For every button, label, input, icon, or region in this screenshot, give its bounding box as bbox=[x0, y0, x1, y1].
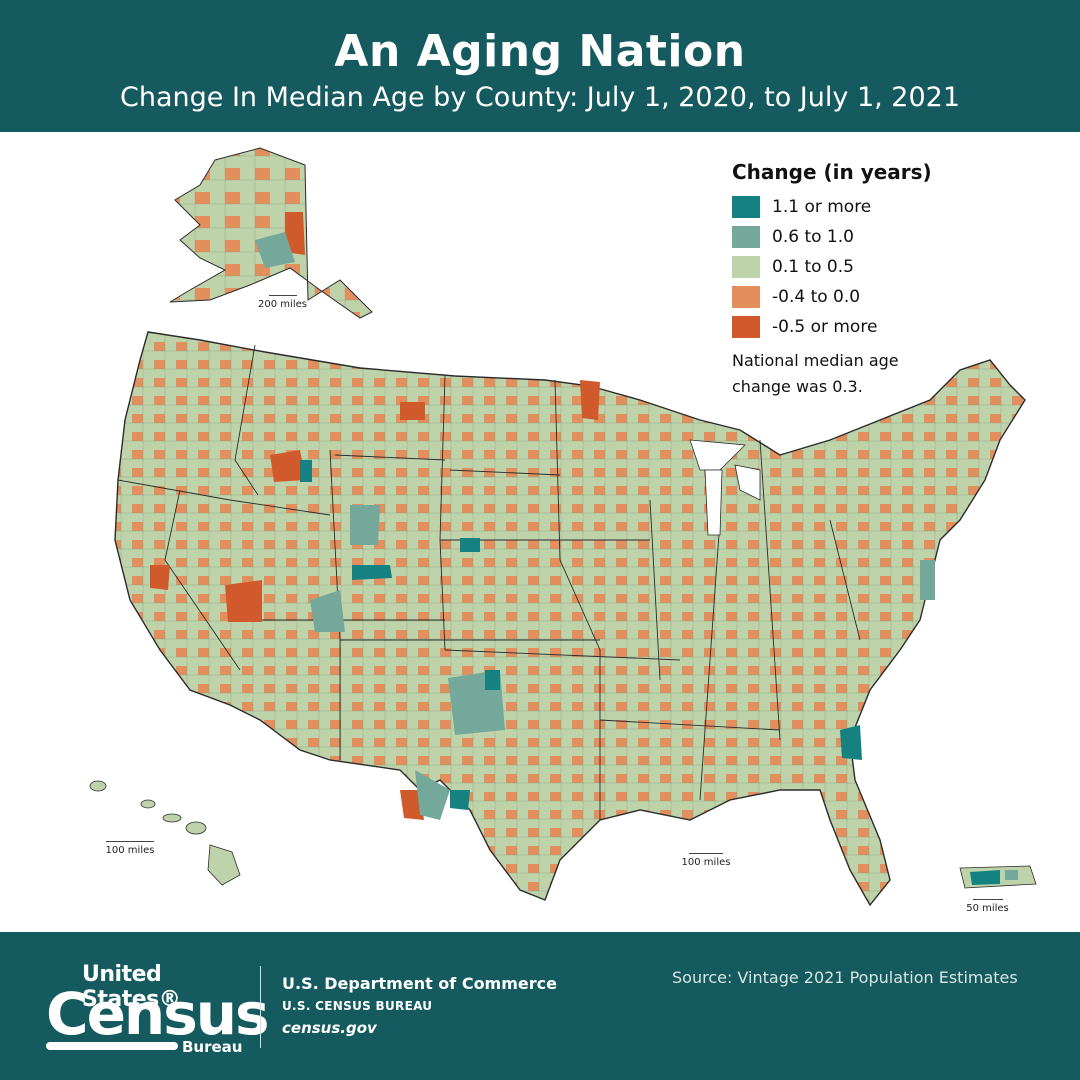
legend-label: -0.4 to 0.0 bbox=[772, 287, 861, 307]
logo-united-states: United States® bbox=[82, 962, 181, 1012]
map-svg bbox=[89, 147, 1037, 907]
alaska-map bbox=[169, 147, 373, 319]
legend-label: 0.6 to 1.0 bbox=[772, 227, 854, 247]
legend-label: 1.1 or more bbox=[772, 197, 872, 217]
logo-census: Census bbox=[46, 980, 270, 1048]
map-title: An Aging Nation bbox=[334, 26, 746, 77]
logo-bar bbox=[46, 1042, 178, 1050]
conus-map bbox=[114, 331, 1026, 907]
legend: Change (in years) 1.1 or more 0.6 to 1.0… bbox=[732, 160, 1032, 400]
legend-swatch bbox=[732, 256, 760, 278]
department-name: U.S. Department of Commerce bbox=[282, 974, 557, 993]
legend-item: -0.5 or more bbox=[732, 312, 1032, 342]
puerto-rico-map bbox=[959, 865, 1037, 889]
alaska-scale: 200 miles bbox=[255, 295, 310, 310]
map-area: 200 miles 100 miles 100 miles 50 miles bbox=[0, 132, 1080, 932]
puerto-rico-scale: 50 miles bbox=[960, 899, 1015, 914]
logo-bureau: Bureau bbox=[182, 1038, 243, 1056]
legend-item: 1.1 or more bbox=[732, 192, 1032, 222]
hawaii-map bbox=[89, 780, 241, 886]
source-note: Source: Vintage 2021 Population Estimate… bbox=[672, 968, 1018, 987]
header-banner: An Aging Nation Change In Median Age by … bbox=[0, 0, 1080, 132]
legend-label: -0.5 or more bbox=[772, 317, 878, 337]
bureau-name: U.S. CENSUS BUREAU bbox=[282, 999, 433, 1013]
footer: United States® Census Bureau U.S. Depart… bbox=[0, 932, 1080, 1080]
map-subtitle: Change In Median Age by County: July 1, … bbox=[119, 82, 961, 113]
legend-swatch bbox=[732, 286, 760, 308]
conus-scale-label: 100 miles bbox=[681, 857, 731, 868]
census-gov-link[interactable]: census.gov bbox=[282, 1019, 377, 1037]
conus-scale: 100 miles bbox=[676, 853, 736, 868]
legend-title: Change (in years) bbox=[732, 160, 932, 184]
census-bureau-logo[interactable]: United States® Census Bureau bbox=[46, 962, 270, 1062]
puerto-rico-scale-label: 50 miles bbox=[966, 903, 1009, 914]
legend-swatch bbox=[732, 196, 760, 218]
alaska-scale-label: 200 miles bbox=[258, 299, 307, 310]
hawaii-scale-label: 100 miles bbox=[105, 845, 155, 856]
legend-swatch bbox=[732, 316, 760, 338]
legend-item: 0.1 to 0.5 bbox=[732, 252, 1032, 282]
legend-note: National median age change was 0.3. bbox=[732, 351, 899, 396]
legend-swatch bbox=[732, 226, 760, 248]
legend-label: 0.1 to 0.5 bbox=[772, 257, 854, 277]
legend-item: 0.6 to 1.0 bbox=[732, 222, 1032, 252]
department-block: U.S. Department of Commerce U.S. CENSUS … bbox=[282, 974, 557, 1037]
hawaii-scale: 100 miles bbox=[100, 841, 160, 856]
legend-item: -0.4 to 0.0 bbox=[732, 282, 1032, 312]
footer-divider bbox=[260, 966, 261, 1048]
